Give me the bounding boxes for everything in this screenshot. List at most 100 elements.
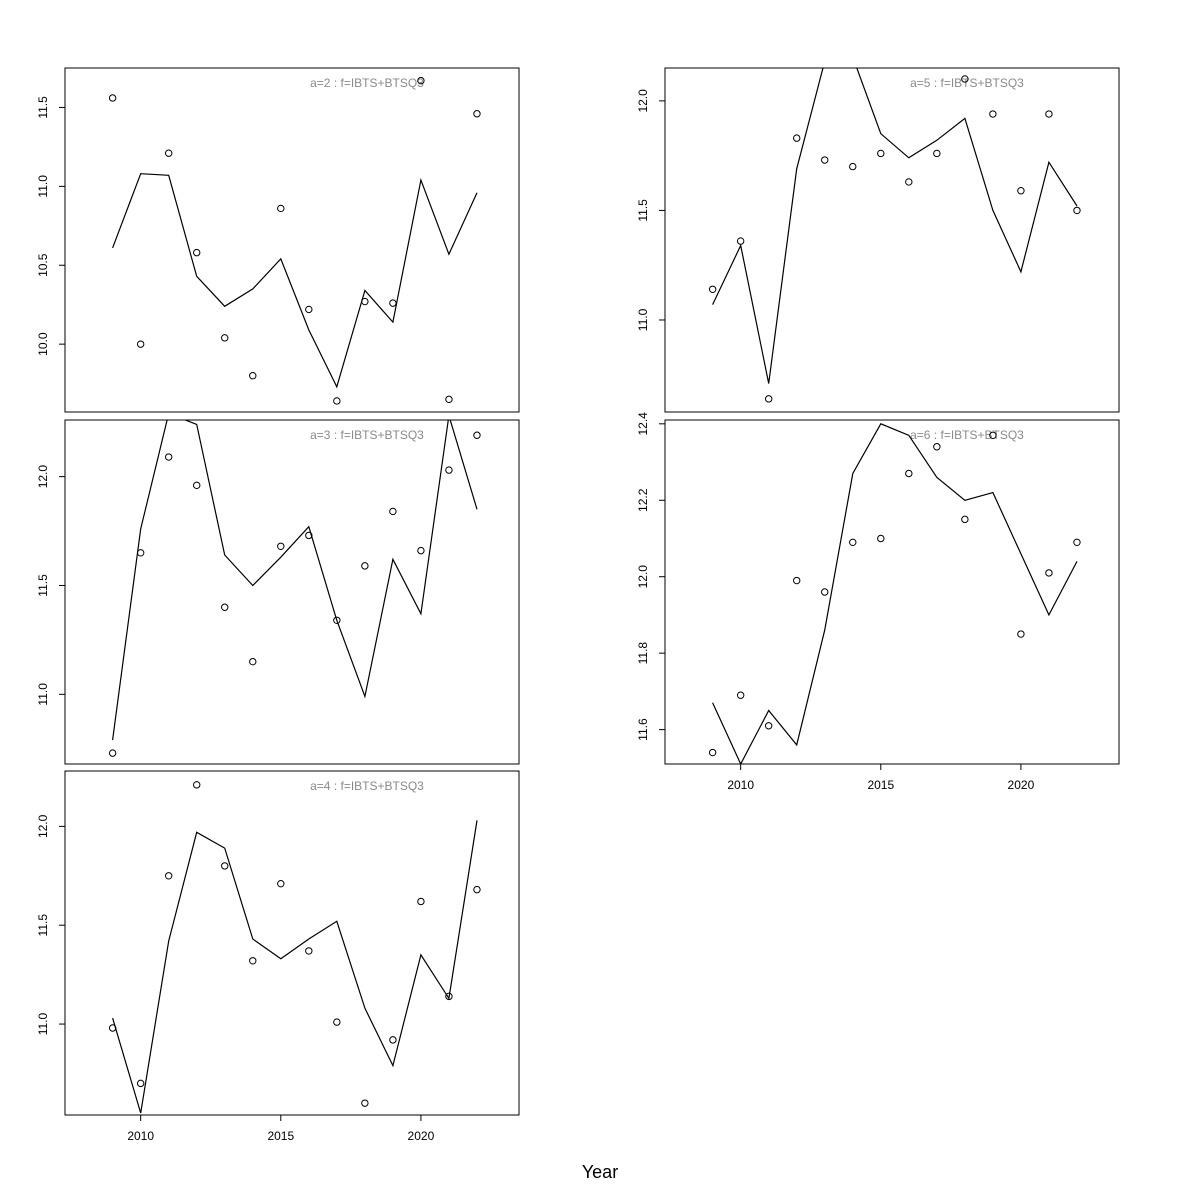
observed-point [1017,187,1025,195]
panel-title: a=2 : f=IBTS+BTSQ3 [310,76,424,90]
y-tick-label: 12.0 [636,565,650,589]
observed-point [445,395,453,404]
observed-point [221,334,229,342]
observed-point [793,134,801,142]
observed-point [933,443,941,451]
observed-point [793,576,801,585]
observed-point [473,885,481,894]
panel-title: a=4 : f=IBTS+BTSQ3 [310,779,424,793]
y-tick-label: 12.0 [636,89,650,113]
observed-point [989,110,997,118]
observed-point [277,204,285,213]
observed-point [108,1024,117,1032]
observed-point [708,285,717,293]
observed-point [193,248,201,257]
observed-point [221,862,229,870]
observed-point [1017,630,1025,638]
y-tick-label: 11.5 [36,574,50,597]
x-tick-label: 2010 [727,778,754,792]
panel-3: a=4 : f=IBTS+BTSQ3 11.0 11.5 12.0 2010 2015 20… [36,770,520,1143]
observed-point [136,340,145,348]
observed-point [445,466,453,474]
observed-point [108,749,117,757]
observed-point [277,879,285,888]
panel-2: a=3 : f=IBTS+BTSQ3 11.0 11.5 12.0 [36,419,520,765]
y-tick-label: 11.0 [36,175,50,198]
observed-point [849,538,857,547]
x-tick-label: 2015 [867,778,894,792]
x-tick-label: 2010 [127,1129,154,1143]
observed-point [1073,206,1081,215]
y-tick-label: 11.0 [36,683,50,706]
y-tick-label: 11.5 [36,914,50,937]
observed-point [389,507,397,516]
y-tick-label: 12.0 [36,465,50,489]
observed-point [221,603,229,611]
x-axis-label: Year [582,1162,618,1182]
y-tick-label: 11.6 [636,718,650,741]
panel-frame [64,770,520,1116]
observed-point [277,542,285,550]
fitted-line [712,423,1078,764]
panel-frame [64,419,520,765]
observed-point [417,546,425,555]
observed-point [305,305,313,314]
x-tick-label: 2015 [267,1129,294,1143]
y-tick-label: 10.0 [36,332,50,356]
y-tick-label: 12.0 [36,814,50,838]
observed-point [849,162,857,171]
y-tick-label: 11.8 [636,642,650,665]
fitted-line [112,820,478,1114]
observed-point [989,431,997,439]
panel-1: a=2 : f=IBTS+BTSQ3 10.0 10.5 11.0 11.5 [36,67,520,413]
observed-point [417,76,425,85]
x-tick-label: 2020 [1008,778,1035,792]
observed-point [361,562,369,570]
observed-point [193,781,201,789]
observed-point [961,75,969,83]
observed-point [821,588,829,596]
observed-point [764,395,773,403]
observed-point [933,149,941,158]
y-tick-label: 11.5 [636,199,650,222]
observed-point [305,531,313,540]
fitted-line [712,68,1078,384]
observed-point [708,748,717,757]
observed-point [445,992,453,1001]
panel-frame [64,67,520,413]
observed-point [164,453,173,461]
observed-point [736,691,745,699]
observed-point [764,722,773,730]
observed-point [193,481,201,490]
panel-frame [664,419,1120,765]
panel-title: a=6 : f=IBTS+BTSQ3 [910,428,1024,442]
observed-point [136,1079,145,1088]
observed-point [333,616,341,625]
observed-point [164,872,173,880]
observed-point [905,178,913,186]
observed-point [417,897,425,906]
panel-5: a=6 : f=IBTS+BTSQ3 11.6 11.8 12.0 12.2 12.4 20… [636,412,1120,792]
observed-point [1073,538,1081,547]
observed-point [1045,110,1053,118]
y-tick-label: 11.5 [36,96,50,119]
y-tick-label: 11.0 [36,1013,50,1036]
observed-point [473,431,481,439]
fitted-line [112,420,478,741]
panel-title: a=5 : f=IBTS+BTSQ3 [910,76,1024,90]
observed-point [305,947,313,955]
observed-point [361,1099,369,1107]
observed-point [249,957,257,965]
fitted-line [112,173,478,389]
observed-point [961,515,969,524]
observed-point [1045,569,1053,577]
y-tick-label: 12.4 [636,412,650,436]
observed-point [108,94,117,102]
y-tick-label: 12.2 [636,488,650,512]
observed-point [164,149,173,157]
observed-point [389,1036,397,1044]
panel-title: a=3 : f=IBTS+BTSQ3 [310,428,424,442]
x-tick-label: 2020 [408,1129,435,1143]
observed-point [136,549,145,557]
